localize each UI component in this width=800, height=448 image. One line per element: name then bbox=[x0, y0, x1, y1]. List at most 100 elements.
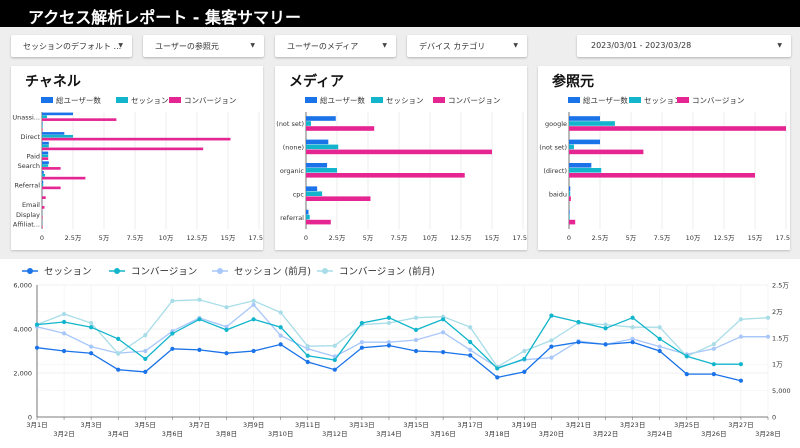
data-point bbox=[359, 320, 364, 326]
bar bbox=[306, 116, 336, 121]
data-point bbox=[170, 331, 175, 336]
y-category-label: organic bbox=[280, 167, 305, 175]
data-point bbox=[522, 348, 527, 354]
x-tick-label: 3月3日 bbox=[81, 421, 102, 429]
bar bbox=[42, 206, 45, 209]
bar bbox=[569, 149, 644, 155]
filter-user-source[interactable]: ユーザーの参照元 ▼ bbox=[143, 35, 264, 57]
data-point bbox=[657, 325, 662, 330]
bar bbox=[569, 116, 600, 121]
x-tick-label: 3月6日 bbox=[162, 430, 183, 438]
legend-swatch bbox=[305, 97, 317, 103]
x-tick-label: 12.5万 bbox=[187, 234, 208, 242]
report-title: アクセス解析レポート - 集客サマリー bbox=[28, 8, 301, 27]
bar bbox=[569, 196, 571, 201]
bar bbox=[569, 191, 571, 196]
data-point bbox=[251, 302, 256, 307]
data-point bbox=[116, 367, 121, 372]
data-point bbox=[711, 362, 716, 367]
bar bbox=[306, 186, 318, 191]
legend-marker bbox=[27, 268, 33, 274]
x-tick-label: 15万 bbox=[748, 234, 763, 242]
x-tick-label: 3月17日 bbox=[457, 421, 482, 429]
data-point bbox=[413, 337, 419, 343]
x-tick-label: 3月1日 bbox=[26, 421, 47, 429]
data-point bbox=[116, 336, 121, 341]
legend-label: コンバージョン bbox=[131, 267, 197, 278]
x-tick-label: 3月28日 bbox=[755, 430, 780, 438]
x-tick-label: 3月24日 bbox=[647, 430, 672, 438]
bar bbox=[569, 186, 571, 191]
data-point bbox=[386, 320, 392, 326]
bar bbox=[42, 128, 43, 131]
data-point bbox=[603, 342, 608, 347]
data-point bbox=[89, 351, 94, 356]
daily-trend-line-chart: セッション コンバージョン セッション (前月) コンバージョン (前月) 0 2,000… bbox=[13, 266, 790, 439]
x-tick-label: 3月18日 bbox=[485, 430, 510, 438]
bar bbox=[42, 167, 61, 170]
x-tick-label: 5万 bbox=[99, 234, 110, 242]
data-point bbox=[61, 348, 67, 354]
data-point bbox=[224, 327, 229, 332]
data-point bbox=[657, 344, 662, 349]
data-point bbox=[630, 325, 635, 330]
filter-session-default-channel[interactable]: セッションのデフォルト ... ▼ bbox=[11, 35, 132, 57]
y-right-tick-label: 0 bbox=[772, 414, 776, 422]
data-point bbox=[386, 340, 392, 345]
data-point bbox=[143, 356, 148, 362]
caret-down-icon: ▼ bbox=[250, 42, 255, 49]
x-tick-label: 2.5万 bbox=[65, 234, 82, 242]
x-tick-label: 3月14日 bbox=[376, 430, 401, 438]
bar bbox=[306, 163, 328, 168]
data-point bbox=[278, 333, 283, 338]
bar bbox=[42, 115, 47, 119]
legend-label: セッション bbox=[386, 96, 424, 105]
x-tick-label: 10万 bbox=[423, 234, 438, 242]
bar bbox=[42, 215, 43, 219]
legend-swatch bbox=[41, 97, 53, 103]
legend-label: コンバージョン bbox=[448, 96, 500, 105]
x-tick-label: 0 bbox=[40, 234, 44, 242]
data-point bbox=[305, 344, 310, 349]
x-tick-label: 3月12日 bbox=[322, 430, 347, 438]
legend-label: 総ユーザー数 bbox=[56, 95, 101, 105]
bar bbox=[569, 139, 600, 145]
y-category-label: Email bbox=[22, 201, 40, 209]
x-tick-label: 3月25日 bbox=[674, 421, 699, 429]
bar bbox=[42, 137, 231, 141]
x-tick-label: 3月13日 bbox=[349, 421, 374, 429]
x-tick-label: 3月7日 bbox=[189, 421, 210, 429]
legend-label: コンバージョン bbox=[692, 96, 744, 105]
data-point bbox=[603, 326, 608, 331]
bar bbox=[42, 132, 65, 135]
y-right-tick-label: 2.5万 bbox=[772, 282, 789, 290]
bar bbox=[42, 196, 46, 199]
bar bbox=[42, 147, 204, 151]
data-point bbox=[441, 317, 446, 322]
x-tick-label: 17.5万 bbox=[513, 234, 527, 242]
data-point bbox=[251, 317, 256, 322]
y-left-tick-label: 4,000 bbox=[13, 326, 32, 334]
bar bbox=[306, 126, 375, 131]
bar bbox=[42, 125, 43, 128]
x-tick-label: 3月8日 bbox=[216, 430, 237, 438]
data-point bbox=[116, 351, 121, 356]
x-tick-label: 2.5万 bbox=[329, 234, 346, 242]
data-point bbox=[34, 322, 40, 327]
filter-device-category[interactable]: デバイス カテゴリ ▼ bbox=[407, 35, 527, 57]
report-header: アクセス解析レポート - 集客サマリー bbox=[0, 0, 800, 27]
legend-swatch bbox=[629, 97, 641, 103]
data-point bbox=[278, 325, 283, 330]
y-category-label: (not set) bbox=[539, 144, 567, 152]
legend-swatch bbox=[169, 97, 181, 103]
data-point bbox=[61, 311, 67, 317]
date-range-picker[interactable]: 2023/03/01 - 2023/03/28 ▼ bbox=[577, 35, 791, 57]
y-category-label: (none) bbox=[283, 144, 304, 152]
data-point bbox=[657, 336, 662, 341]
data-point bbox=[684, 354, 689, 359]
x-tick-label: 3月22日 bbox=[593, 430, 618, 438]
x-tick-label: 7.5万 bbox=[654, 234, 671, 242]
x-tick-label: 12.5万 bbox=[451, 234, 472, 242]
legend-marker bbox=[217, 268, 223, 274]
filter-user-medium[interactable]: ユーザーのメディア ▼ bbox=[275, 35, 396, 57]
